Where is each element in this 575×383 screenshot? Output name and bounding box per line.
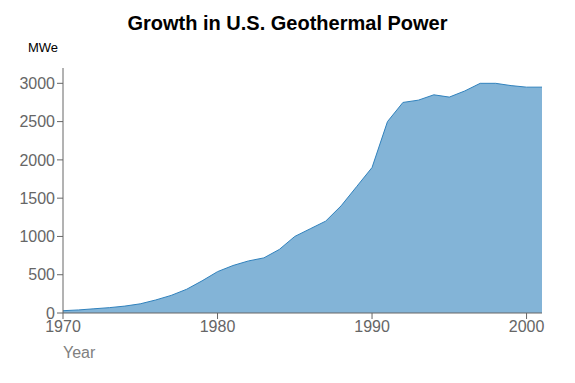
svg-text:3000: 3000	[19, 75, 55, 92]
svg-text:2000: 2000	[19, 152, 55, 169]
svg-text:1500: 1500	[19, 190, 55, 207]
svg-text:1970: 1970	[45, 318, 81, 336]
svg-text:2500: 2500	[19, 113, 55, 130]
svg-text:1000: 1000	[19, 228, 55, 245]
svg-text:1980: 1980	[200, 318, 236, 335]
svg-text:1990: 1990	[354, 318, 390, 335]
html-text:MWe: MWe	[28, 40, 59, 55]
svg-text:500: 500	[28, 266, 55, 283]
html-text:Growth in U.S. Geothermal Powe: Growth in U.S. Geothermal Power	[127, 12, 448, 34]
svg-text:Year: Year	[63, 344, 96, 358]
svg-text:0: 0	[46, 305, 55, 322]
svg-text:2000: 2000	[509, 318, 545, 335]
